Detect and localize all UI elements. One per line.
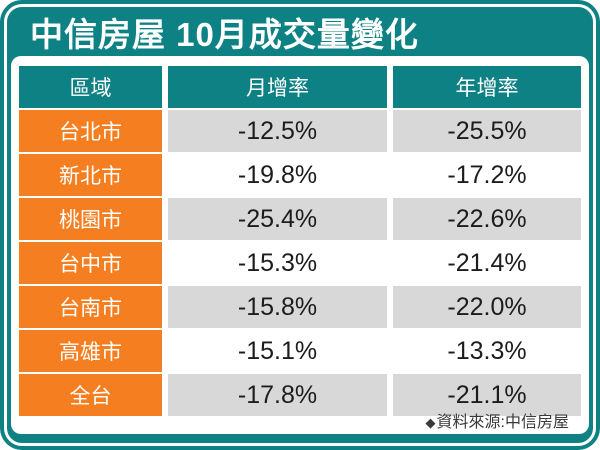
yoy-cell: -25.5% xyxy=(393,110,581,152)
yoy-cell: -17.2% xyxy=(393,154,581,196)
content-panel: 區域 月增率 年增率 台北市 -12.5% -25.5% 新北市 -19.8% … xyxy=(11,56,589,434)
page-title: 中信房屋 10月成交量變化 xyxy=(30,16,419,53)
source-note: ◆資料來源:中信房屋 xyxy=(426,408,569,432)
mom-cell: -15.1% xyxy=(168,330,387,372)
region-cell: 桃園市 xyxy=(19,198,162,240)
mom-cell: -17.8% xyxy=(168,374,387,416)
mom-cell: -15.8% xyxy=(168,286,387,328)
column-header-region: 區域 xyxy=(19,66,162,108)
region-cell: 新北市 xyxy=(19,154,162,196)
region-cell: 台中市 xyxy=(19,242,162,284)
mom-cell: -15.3% xyxy=(168,242,387,284)
source-text: 資料來源:中信房屋 xyxy=(436,414,569,431)
region-cell: 全台 xyxy=(19,374,162,416)
yoy-cell: -22.6% xyxy=(393,198,581,240)
mom-cell: -12.5% xyxy=(168,110,387,152)
data-table: 區域 月增率 年增率 台北市 -12.5% -25.5% 新北市 -19.8% … xyxy=(19,66,581,416)
region-cell: 台北市 xyxy=(19,110,162,152)
yoy-cell: -21.4% xyxy=(393,242,581,284)
mom-cell: -25.4% xyxy=(168,198,387,240)
mom-cell: -19.8% xyxy=(168,154,387,196)
column-header-mom: 月增率 xyxy=(168,66,387,108)
yoy-cell: -22.0% xyxy=(393,286,581,328)
diamond-icon: ◆ xyxy=(425,415,436,430)
yoy-cell: -13.3% xyxy=(393,330,581,372)
yoy-cell: -21.1% xyxy=(393,374,581,416)
region-cell: 高雄市 xyxy=(19,330,162,372)
region-cell: 台南市 xyxy=(19,286,162,328)
column-header-yoy: 年增率 xyxy=(393,66,581,108)
